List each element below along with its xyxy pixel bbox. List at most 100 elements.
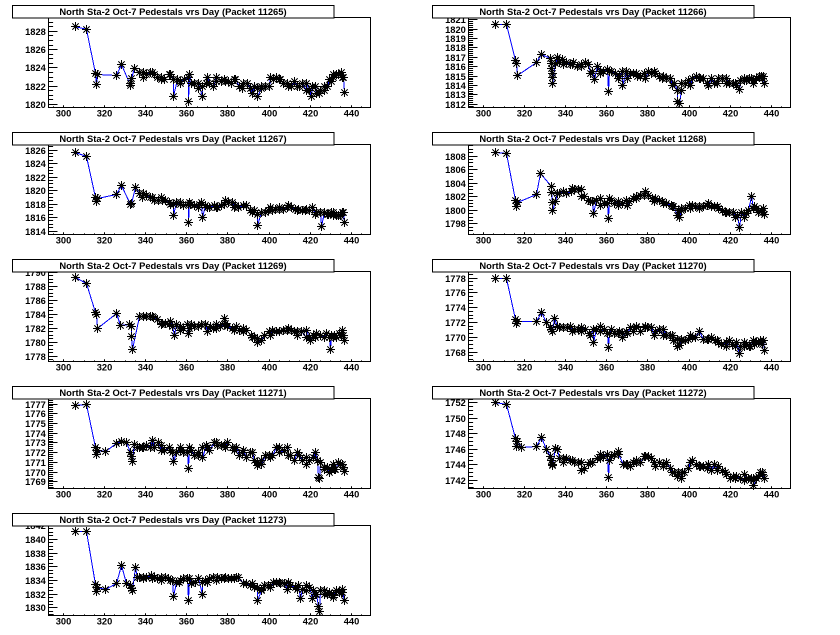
svg-text:1744: 1744 [445, 460, 467, 470]
svg-text:1769: 1769 [25, 477, 46, 487]
svg-text:300: 300 [56, 490, 72, 500]
svg-text:1804: 1804 [445, 179, 467, 189]
svg-text:440: 440 [344, 490, 360, 500]
svg-text:440: 440 [764, 490, 780, 500]
svg-text:400: 400 [262, 363, 278, 373]
svg-text:North Sta-2 Oct-7 Pedestals vr: North Sta-2 Oct-7 Pedestals vrs Day (Pac… [479, 387, 706, 398]
svg-text:440: 440 [344, 236, 360, 246]
svg-text:1838: 1838 [25, 549, 46, 559]
svg-text:1775: 1775 [25, 419, 46, 429]
svg-text:380: 380 [640, 363, 656, 373]
svg-text:400: 400 [682, 236, 698, 246]
svg-text:400: 400 [262, 490, 278, 500]
svg-text:1840: 1840 [25, 535, 46, 545]
svg-text:1808: 1808 [445, 152, 466, 162]
svg-text:440: 440 [344, 363, 360, 373]
svg-text:380: 380 [640, 236, 656, 246]
svg-text:440: 440 [764, 363, 780, 373]
svg-text:380: 380 [640, 490, 656, 500]
svg-text:North Sta-2 Oct-7 Pedestals vr: North Sta-2 Oct-7 Pedestals vrs Day (Pac… [479, 260, 706, 271]
svg-text:1824: 1824 [25, 159, 47, 169]
svg-text:420: 420 [723, 490, 739, 500]
svg-text:380: 380 [220, 617, 236, 627]
svg-text:440: 440 [344, 109, 360, 119]
svg-text:1768: 1768 [445, 348, 466, 358]
svg-text:300: 300 [56, 236, 72, 246]
svg-text:1826: 1826 [25, 45, 46, 55]
svg-text:360: 360 [599, 490, 615, 500]
svg-text:1814: 1814 [25, 227, 47, 237]
svg-text:1776: 1776 [445, 288, 466, 298]
svg-text:1748: 1748 [445, 429, 466, 439]
svg-text:320: 320 [517, 109, 533, 119]
svg-text:North Sta-2 Oct-7 Pedestals vr: North Sta-2 Oct-7 Pedestals vrs Day (Pac… [479, 6, 706, 17]
svg-text:1812: 1812 [445, 100, 466, 110]
svg-text:1820: 1820 [445, 25, 466, 35]
svg-text:420: 420 [303, 363, 319, 373]
svg-text:1772: 1772 [25, 448, 46, 458]
svg-text:440: 440 [344, 617, 360, 627]
svg-text:360: 360 [599, 363, 615, 373]
svg-text:420: 420 [303, 490, 319, 500]
svg-text:1798: 1798 [445, 219, 466, 229]
svg-text:1817: 1817 [445, 53, 466, 63]
svg-text:420: 420 [303, 109, 319, 119]
svg-text:1772: 1772 [445, 318, 466, 328]
svg-text:1776: 1776 [25, 409, 46, 419]
svg-text:1820: 1820 [25, 100, 46, 110]
svg-text:400: 400 [682, 363, 698, 373]
svg-text:1836: 1836 [25, 562, 46, 572]
svg-text:1826: 1826 [25, 146, 46, 156]
svg-text:340: 340 [558, 236, 574, 246]
svg-text:1818: 1818 [445, 43, 466, 53]
svg-text:1742: 1742 [445, 476, 466, 486]
svg-text:1821: 1821 [445, 15, 466, 25]
svg-text:1771: 1771 [25, 458, 46, 468]
svg-text:1770: 1770 [445, 333, 466, 343]
svg-text:1832: 1832 [25, 590, 46, 600]
svg-text:1752: 1752 [445, 398, 466, 408]
svg-text:North Sta-2 Oct-7 Pedestals vr: North Sta-2 Oct-7 Pedestals vrs Day (Pac… [59, 514, 286, 525]
svg-text:320: 320 [97, 363, 113, 373]
svg-text:1830: 1830 [25, 603, 46, 613]
svg-text:340: 340 [138, 109, 154, 119]
svg-text:1800: 1800 [445, 206, 466, 216]
svg-text:420: 420 [723, 363, 739, 373]
svg-text:1788: 1788 [25, 282, 46, 292]
svg-text:400: 400 [682, 490, 698, 500]
svg-text:360: 360 [179, 617, 195, 627]
svg-text:300: 300 [476, 490, 492, 500]
svg-text:1819: 1819 [445, 34, 466, 44]
svg-text:440: 440 [764, 109, 780, 119]
svg-text:420: 420 [723, 109, 739, 119]
svg-text:360: 360 [179, 236, 195, 246]
svg-text:320: 320 [97, 617, 113, 627]
svg-text:420: 420 [723, 236, 739, 246]
svg-text:340: 340 [558, 490, 574, 500]
svg-text:1822: 1822 [25, 173, 46, 183]
svg-text:340: 340 [138, 363, 154, 373]
svg-text:1777: 1777 [25, 400, 46, 410]
svg-text:North Sta-2 Oct-7 Pedestals vr: North Sta-2 Oct-7 Pedestals vrs Day (Pac… [59, 133, 286, 144]
svg-text:380: 380 [220, 236, 236, 246]
svg-text:340: 340 [138, 236, 154, 246]
svg-text:1750: 1750 [445, 414, 466, 424]
svg-text:1786: 1786 [25, 296, 46, 306]
svg-text:320: 320 [97, 490, 113, 500]
svg-text:300: 300 [476, 363, 492, 373]
svg-text:300: 300 [56, 363, 72, 373]
svg-text:420: 420 [303, 236, 319, 246]
svg-text:360: 360 [599, 236, 615, 246]
svg-text:1814: 1814 [445, 81, 467, 91]
svg-text:1782: 1782 [25, 324, 46, 334]
svg-text:320: 320 [517, 363, 533, 373]
svg-text:1778: 1778 [445, 274, 466, 284]
svg-text:1828: 1828 [25, 27, 46, 37]
svg-text:1802: 1802 [445, 192, 466, 202]
svg-text:380: 380 [220, 363, 236, 373]
svg-text:360: 360 [599, 109, 615, 119]
svg-text:320: 320 [517, 236, 533, 246]
svg-text:1818: 1818 [25, 200, 46, 210]
svg-text:340: 340 [138, 617, 154, 627]
svg-text:400: 400 [262, 236, 278, 246]
